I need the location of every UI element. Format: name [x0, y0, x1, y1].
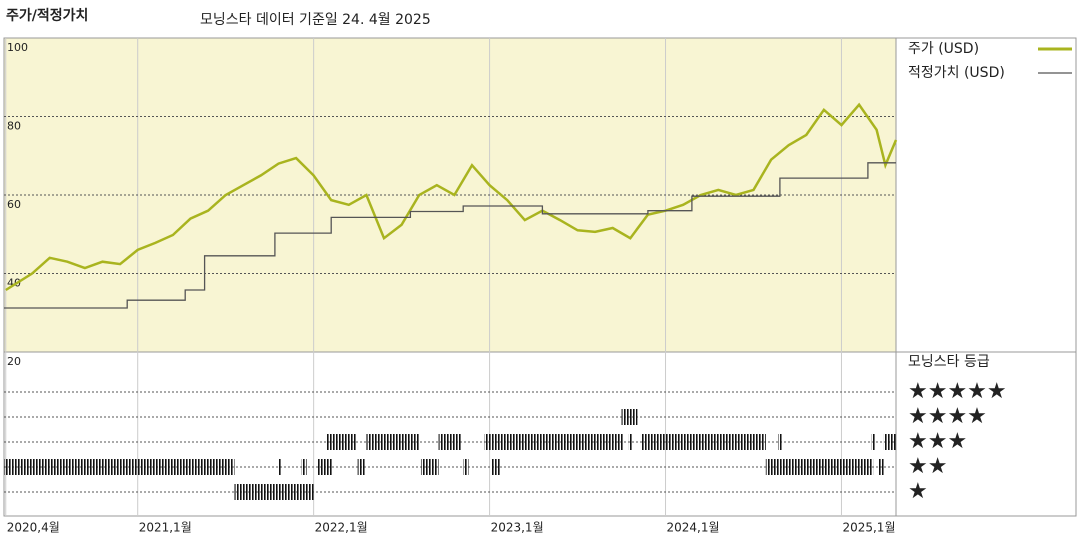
rating-label: ★★ — [908, 454, 947, 479]
rating-bar — [4, 459, 235, 475]
frame — [3, 37, 1077, 517]
rating-label: ★★★★★ — [908, 379, 1007, 404]
rating-label: ★ — [908, 479, 928, 504]
chart-title: 주가/적정가치 — [6, 7, 88, 24]
rating-bar — [640, 434, 766, 450]
x-tick-label: 2021,1월 — [139, 521, 192, 535]
rating-bar — [463, 459, 469, 475]
y-tick-label: 60 — [7, 198, 21, 211]
rating-bar — [765, 459, 874, 475]
chart-subtitle: 모닝스타 데이터 기준일 24. 4월 2025 — [200, 12, 431, 28]
series-line — [5, 102, 898, 292]
rating-bar — [234, 484, 314, 500]
rating-bar — [438, 434, 462, 450]
y-tick-label: 80 — [7, 120, 21, 133]
rating-bar — [778, 434, 782, 450]
rating-bar — [883, 434, 896, 450]
rating-title: 모닝스타 등급 — [908, 354, 990, 370]
rating-bar — [420, 459, 439, 475]
x-tick-label: 2025,1월 — [842, 521, 895, 535]
rating-label: ★★★★ — [908, 404, 987, 429]
rating-bar — [628, 434, 633, 450]
rating-bar — [357, 459, 365, 475]
y-tick-label: 100 — [7, 41, 28, 54]
rating-bar — [278, 459, 282, 475]
rating-bar — [325, 434, 356, 450]
x-tick-label: 2023,1월 — [491, 521, 544, 535]
legend-label: 적정가치 (USD) — [908, 65, 1005, 81]
rating-bar — [878, 459, 884, 475]
x-tick-label: 2020,4월 — [7, 521, 60, 535]
rating-bar — [621, 409, 638, 425]
rating-label: ★★★ — [908, 429, 967, 454]
rating-bar — [317, 459, 334, 475]
y-tick-label: 20 — [7, 355, 21, 368]
rating-bar — [491, 459, 501, 475]
legend-label: 주가 (USD) — [908, 41, 979, 57]
rating-bar — [366, 434, 420, 450]
rating-bar — [301, 459, 307, 475]
series-line — [4, 162, 896, 309]
rating-bar — [484, 434, 624, 450]
x-tick-label: 2022,1월 — [315, 521, 368, 535]
rating-bar — [871, 434, 875, 450]
x-tick-label: 2024,1월 — [667, 521, 720, 535]
